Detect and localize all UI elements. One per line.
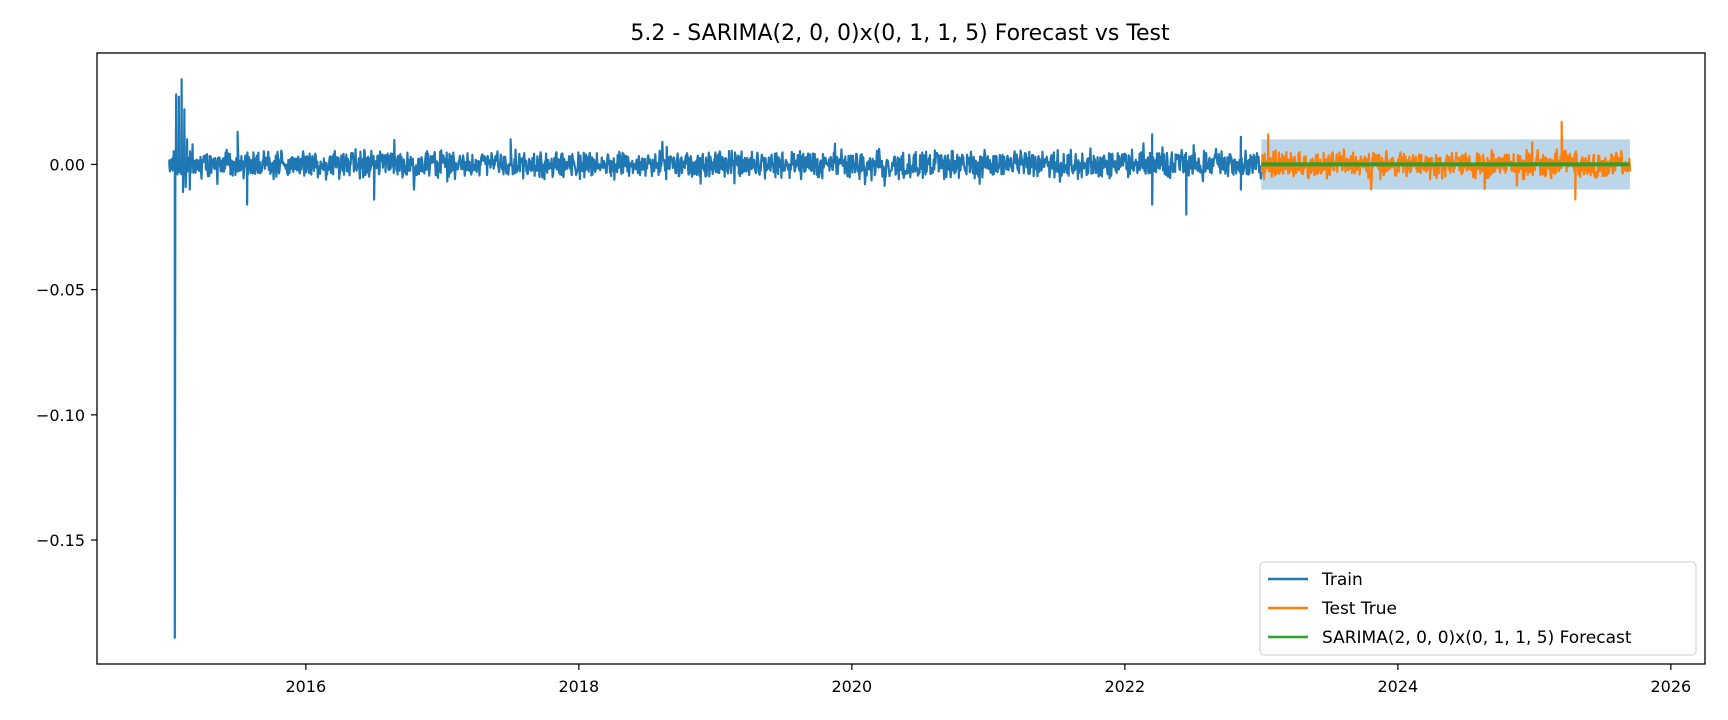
legend-box (1259, 561, 1697, 656)
y-tick-label: −0.05 (36, 281, 85, 300)
legend-label: Test True (1321, 599, 1397, 619)
legend-label: Train (1321, 570, 1363, 590)
plot-area (168, 78, 1632, 639)
x-tick-label: 2018 (558, 677, 599, 696)
x-tick-label: 2026 (1651, 677, 1692, 696)
y-tick-label: −0.10 (36, 406, 85, 425)
axes-frame (96, 52, 1706, 665)
x-tick-label: 2022 (1105, 677, 1146, 696)
legend-label: SARIMA(2, 0, 0)x(0, 1, 1, 5) Forecast (1322, 628, 1632, 648)
chart-title: 5.2 - SARIMA(2, 0, 0)x(0, 1, 1, 5) Forec… (630, 21, 1170, 46)
y-tick-label: 0.00 (49, 155, 85, 174)
axes: 2016 2018 2020 2022 2024 2026 0.00 −0.05 −0.10 −0… (36, 52, 1706, 696)
legend: Train Test True SARIMA(2, 0, 0)x(0, 1, 1, … (1259, 561, 1697, 656)
y-tick-label: −0.15 (36, 531, 85, 550)
x-tick-label: 2020 (831, 677, 872, 696)
x-tick-label: 2016 (285, 677, 326, 696)
x-tick-label: 2024 (1378, 677, 1419, 696)
series-line-train (168, 78, 1263, 639)
